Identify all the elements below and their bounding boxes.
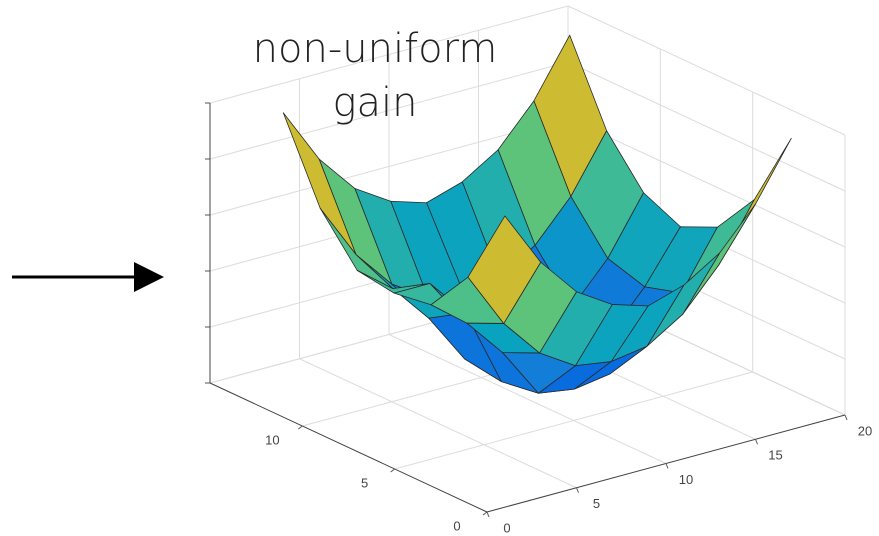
grid-line bbox=[567, 117, 846, 248]
grid-line bbox=[567, 5, 846, 136]
x-tick bbox=[665, 463, 669, 469]
grid-line bbox=[299, 358, 577, 489]
grid-line bbox=[209, 117, 569, 216]
axis-line bbox=[209, 382, 488, 513]
x-tick bbox=[576, 487, 579, 493]
x-tick-label: 20 bbox=[858, 423, 872, 438]
y-tick bbox=[298, 425, 303, 430]
grid-line bbox=[209, 61, 569, 160]
axis-line bbox=[486, 414, 846, 513]
x-tick-label: 10 bbox=[679, 472, 693, 487]
x-tick-label: 0 bbox=[503, 520, 510, 535]
x-tick-label: 15 bbox=[768, 448, 782, 463]
x-tick-label: 5 bbox=[593, 496, 600, 511]
y-tick-label: 5 bbox=[361, 475, 368, 490]
grid-line bbox=[394, 371, 753, 470]
y-tick-label: 0 bbox=[453, 518, 460, 533]
grid-line bbox=[388, 334, 667, 464]
y-tick bbox=[390, 468, 395, 473]
chart-title: non-uniform gain bbox=[252, 26, 498, 126]
surface-patch bbox=[467, 215, 542, 324]
x-tick bbox=[844, 414, 848, 421]
y-tick-label: 10 bbox=[265, 432, 279, 447]
grid-line bbox=[209, 5, 569, 104]
grid-line bbox=[567, 61, 846, 192]
x-tick bbox=[755, 439, 758, 445]
y-tick bbox=[482, 511, 488, 516]
x-tick bbox=[486, 511, 490, 518]
